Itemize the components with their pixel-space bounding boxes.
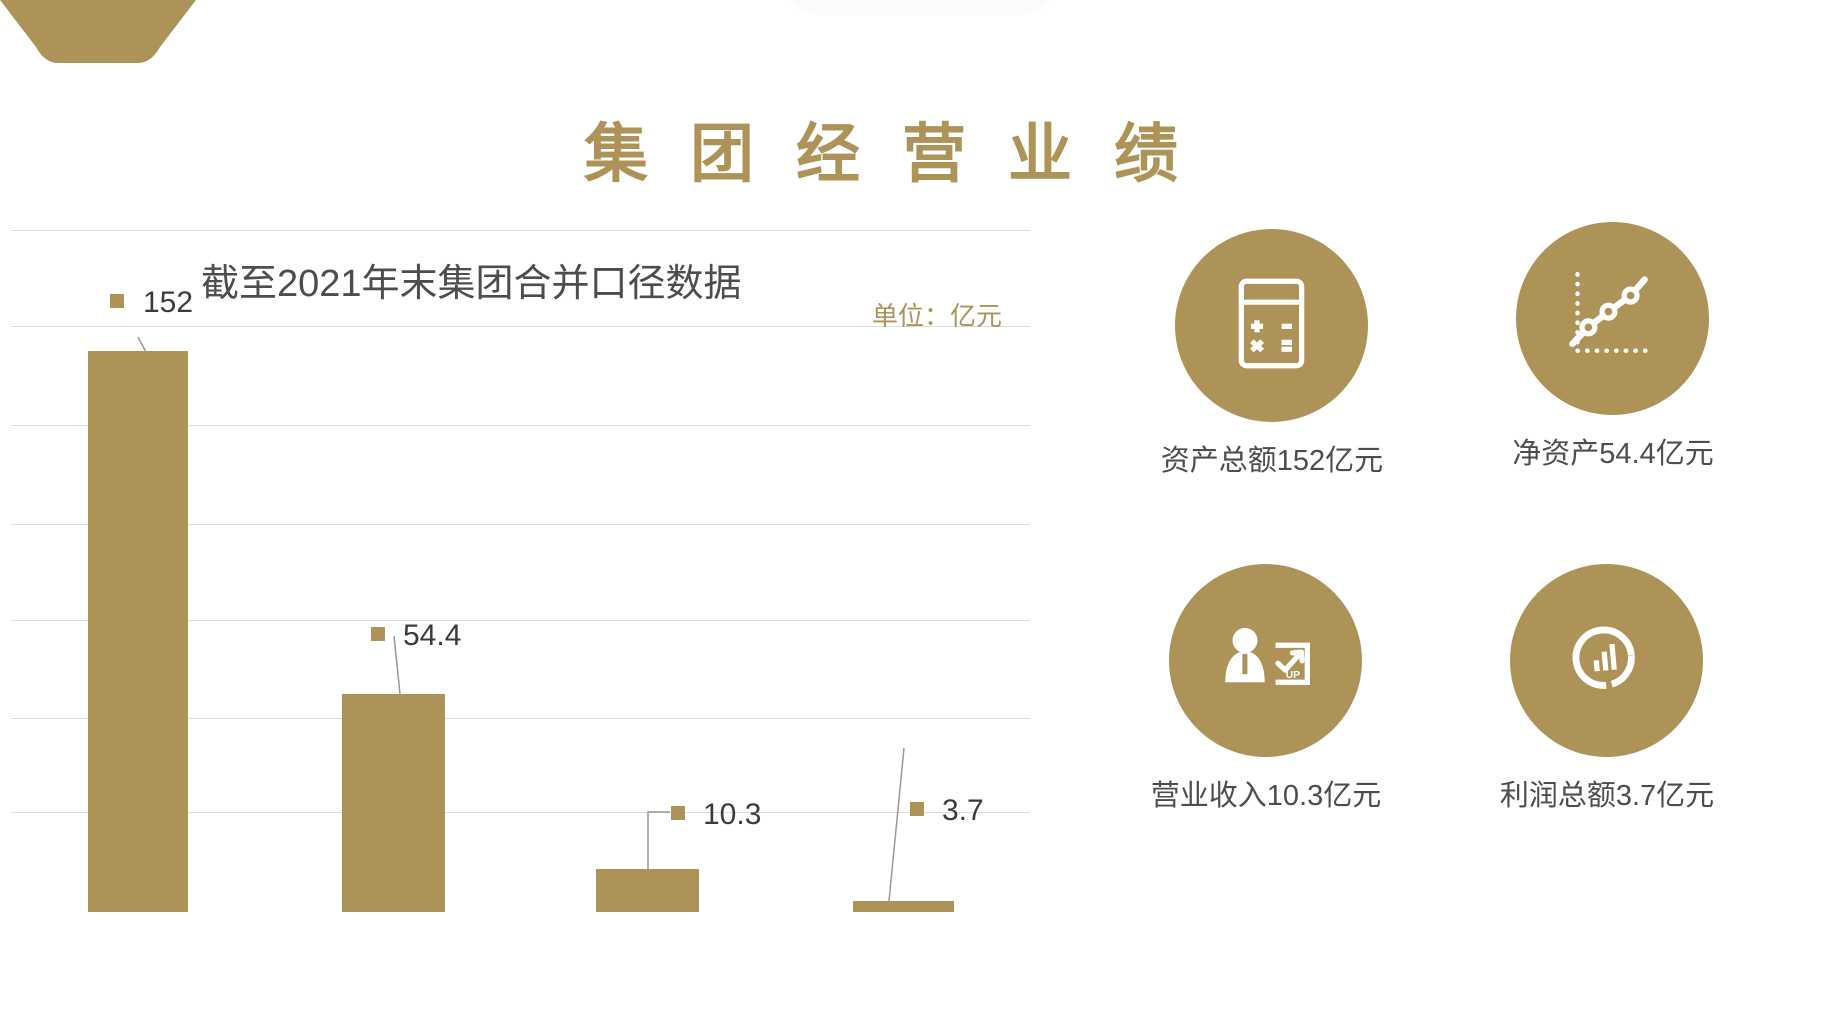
svg-text:UP: UP	[1286, 670, 1301, 681]
